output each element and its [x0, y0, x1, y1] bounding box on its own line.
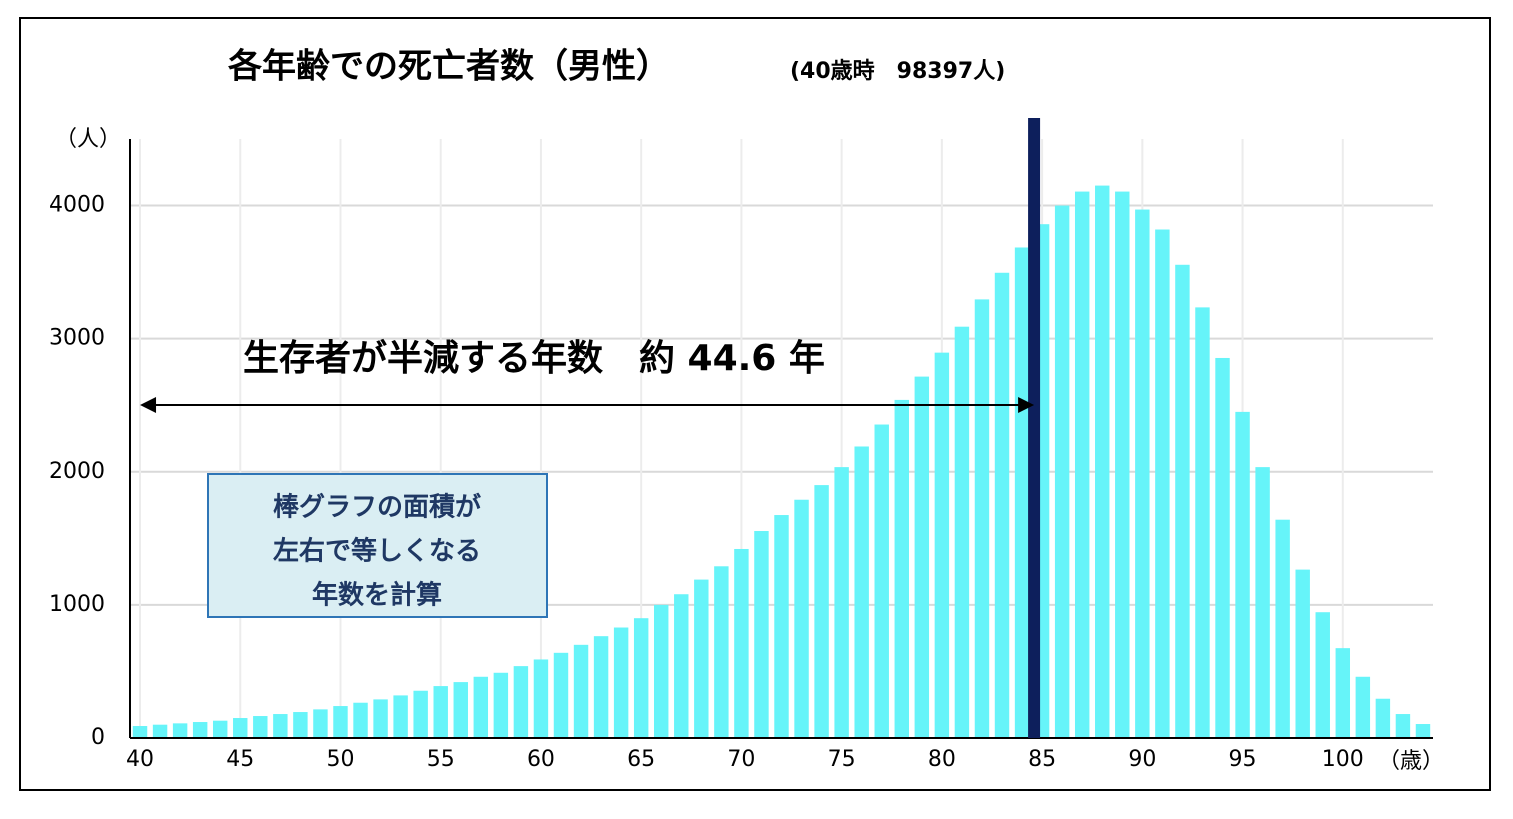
bar: [914, 376, 930, 738]
bar: [674, 594, 689, 738]
bar: [1195, 307, 1210, 738]
arrow-head: [140, 397, 157, 413]
bar: [233, 718, 248, 738]
bar: [1275, 519, 1290, 738]
bar: [1095, 185, 1110, 739]
bar: [553, 652, 569, 738]
bar: [1175, 264, 1190, 738]
bar: [513, 666, 529, 738]
bar: [1155, 229, 1170, 738]
x-tick-label: 55: [427, 747, 455, 772]
bar: [172, 723, 188, 738]
bar: [1375, 698, 1391, 738]
bar: [954, 326, 970, 738]
bar: [834, 467, 849, 738]
bar: [894, 399, 909, 738]
chart-title: 各年齢での死亡者数（男性）: [228, 47, 670, 87]
note-text: 年数を計算: [312, 580, 442, 611]
bar: [353, 702, 368, 738]
bar: [132, 726, 148, 738]
bar: [373, 699, 388, 738]
bar: [1135, 209, 1150, 738]
bar: [633, 618, 649, 738]
bar: [994, 272, 1010, 738]
bar: [1355, 676, 1371, 738]
bar: [593, 636, 609, 738]
bar: [393, 695, 408, 738]
x-tick-label: 70: [727, 747, 755, 772]
bar: [1014, 247, 1030, 739]
bar: [694, 579, 709, 738]
bar: [1115, 191, 1130, 739]
bar: [874, 424, 889, 738]
bar: [413, 690, 428, 738]
x-axis-label: （歳）: [1378, 749, 1444, 774]
bar: [273, 714, 288, 738]
x-tick-label: 75: [828, 747, 856, 772]
x-tick-label: 45: [226, 747, 254, 772]
annotation-text: 生存者が半減する年数 約 44.6 年: [243, 338, 825, 379]
bar: [754, 531, 769, 738]
x-tick-label: 50: [326, 747, 354, 772]
x-tick-label: 95: [1229, 747, 1257, 772]
x-tick-label: 60: [527, 747, 555, 772]
x-tick-label: 40: [126, 747, 154, 772]
bar: [1395, 714, 1411, 738]
x-tick-label: 90: [1128, 747, 1156, 772]
bar: [654, 604, 669, 738]
chart-subtitle: (40歳時 98397人): [790, 59, 1005, 84]
bar: [934, 352, 950, 738]
arrow-head: [1018, 397, 1035, 413]
bar: [533, 659, 549, 738]
bar: [1295, 569, 1310, 738]
bar: [794, 499, 809, 738]
y-tick-label: 2000: [49, 459, 105, 484]
y-tick-label: 0: [91, 725, 105, 750]
y-tick-label: 4000: [49, 193, 105, 218]
median-line: [1028, 118, 1041, 738]
x-tick-label: 100: [1322, 747, 1364, 772]
bar: [1335, 648, 1351, 738]
y-tick-label: 1000: [49, 592, 105, 617]
bar: [192, 722, 208, 738]
y-axis-label: （人）: [55, 127, 121, 152]
bar: [453, 682, 468, 738]
bar: [613, 627, 629, 738]
bar: [573, 644, 589, 738]
bar: [152, 724, 168, 738]
note-box: [207, 473, 548, 618]
bar: [1255, 467, 1270, 738]
bar: [293, 712, 308, 738]
bar: [1235, 411, 1250, 738]
bar: [714, 566, 729, 738]
bar: [774, 515, 789, 738]
note-text: 左右で等しくなる: [273, 536, 481, 567]
bar: [854, 446, 869, 738]
bar: [974, 299, 990, 738]
bar: [734, 548, 749, 738]
bar: [1315, 612, 1330, 738]
bar: [253, 716, 268, 738]
bar: [814, 485, 829, 738]
note-text: 棒グラフの面積が: [273, 492, 481, 523]
x-tick-label: 80: [928, 747, 956, 772]
bar: [1074, 191, 1090, 739]
bar: [212, 720, 228, 738]
bar: [1415, 724, 1431, 738]
x-tick-label: 85: [1028, 747, 1056, 772]
bar: [313, 709, 328, 738]
bar: [1215, 357, 1230, 738]
y-tick-label: 3000: [49, 326, 105, 351]
bar: [473, 676, 489, 738]
bar: [1054, 205, 1070, 739]
bar: [493, 672, 509, 738]
bar: [433, 686, 448, 738]
x-tick-label: 65: [627, 747, 655, 772]
bar: [333, 706, 348, 738]
